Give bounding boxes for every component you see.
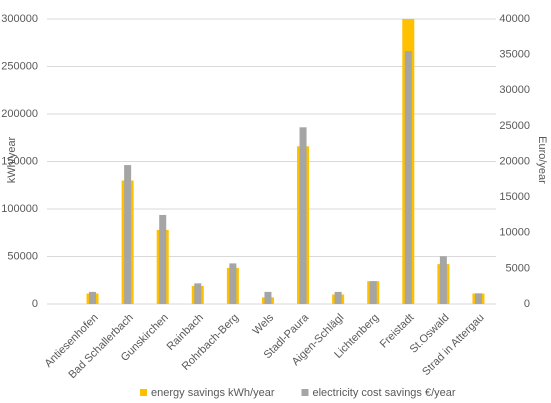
y-axis-label: kWh/year xyxy=(6,136,18,183)
y-tick-label: 50000 xyxy=(7,250,38,262)
bar xyxy=(229,263,237,304)
bar xyxy=(474,293,482,304)
y2-tick-label: 15000 xyxy=(499,191,530,203)
y-tick-label: 200000 xyxy=(1,108,38,120)
y2-tick-label: 10000 xyxy=(499,227,530,239)
bar xyxy=(299,127,307,304)
legend-label: energy savings kWh/year xyxy=(151,387,275,399)
y2-tick-label: 35000 xyxy=(499,49,530,61)
y-tick-label: 150000 xyxy=(1,155,38,167)
y2-tick-label: 20000 xyxy=(499,155,530,167)
x-tick-label: Wels xyxy=(251,311,277,337)
y2-axis-label: Euro/year xyxy=(536,136,548,184)
bar xyxy=(124,165,132,304)
legend-swatch xyxy=(301,389,309,396)
y2-tick-label: 40000 xyxy=(499,13,530,25)
y2-tick-label: 30000 xyxy=(499,84,530,96)
bar xyxy=(334,291,342,304)
bar xyxy=(264,291,272,304)
bar xyxy=(159,214,167,304)
y-tick-label: 300000 xyxy=(1,13,38,25)
bar xyxy=(439,256,447,304)
y2-tick-label: 5000 xyxy=(506,262,530,274)
legend-label: electricity cost savings €/year xyxy=(313,387,456,399)
y2-tick-label: 0 xyxy=(524,298,530,310)
bar xyxy=(369,281,377,304)
bar xyxy=(89,291,97,304)
bar xyxy=(194,283,202,304)
y-tick-label: 250000 xyxy=(1,60,38,72)
y-tick-label: 100000 xyxy=(1,203,38,215)
y2-tick-label: 25000 xyxy=(499,120,530,132)
legend-swatch xyxy=(140,389,147,396)
bar xyxy=(404,51,412,304)
x-tick-label: Bad Schallerbach xyxy=(66,312,135,381)
y-tick-label: 0 xyxy=(32,298,38,310)
x-tick-label: Strad in Attergau xyxy=(420,312,486,378)
